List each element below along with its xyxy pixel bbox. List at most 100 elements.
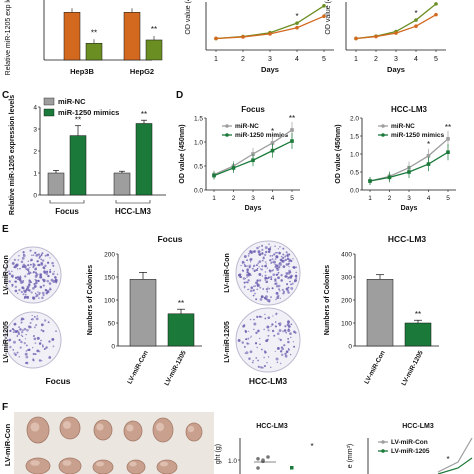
e-focus-1205-colony — [20, 321, 23, 324]
e-focus-con-colony — [17, 258, 20, 261]
e-hcc-1205-colony — [245, 338, 248, 341]
e-hcc-con-colony — [274, 278, 277, 281]
e-hcc-con-colony — [246, 265, 248, 267]
e-hcc-1205-colony — [248, 343, 250, 345]
f-scatter-ytick-label: 1.0 — [228, 458, 237, 465]
e-hcc-con-colony — [258, 260, 262, 264]
e-hcc-con-colony — [278, 264, 280, 266]
e-focus-con-colony — [21, 256, 25, 260]
e-hcc-1205-colony — [259, 343, 261, 346]
f-tumor — [152, 417, 174, 443]
e-focus-1205-colony — [28, 325, 31, 328]
e-bar-hcc-sig: ** — [415, 310, 421, 319]
e-focus-con-colony — [48, 270, 52, 274]
e-focus-con-colony — [37, 253, 40, 256]
b-line-2-point — [434, 12, 438, 17]
e-focus-con-colony — [29, 280, 32, 282]
e-hcc-1205-colony — [267, 316, 271, 320]
d-line-hcc-point — [426, 162, 431, 166]
e-hcc-con-colony — [264, 246, 268, 250]
d-line-focus-legend-marker — [225, 124, 229, 128]
e-hcc-1205-colony — [277, 322, 280, 325]
a-bar-ylabel: Relative miR-1205 exp levels — [5, 0, 12, 75]
f-line-legend-marker — [381, 440, 385, 444]
e-hcc-con-colony — [287, 286, 290, 289]
e-focus-con-colony — [34, 292, 37, 295]
e-bar-focus-ytick-label: 100 — [104, 298, 115, 305]
e-focus-1205-colony — [16, 351, 19, 354]
e-hcc-con-colony — [278, 251, 281, 255]
e-hcc-con-colony — [287, 291, 290, 294]
d-line-focus-ytick-label: 0.5 — [194, 164, 203, 171]
f-tumor — [58, 457, 82, 474]
e-hcc-con-colony — [260, 295, 264, 299]
e-focus-con-colony — [26, 268, 30, 271]
e-focus-con-colony — [43, 280, 46, 283]
e-focus-con-colony — [49, 268, 52, 271]
e-hcc-1205-colony — [280, 353, 284, 357]
f-tumor — [59, 416, 81, 440]
e-hcc-con-colony — [270, 276, 273, 279]
d-line-focus-legend-label: miR-1250 mimics — [235, 132, 288, 139]
d-line-hcc-legend-label: miR-NC — [391, 123, 415, 130]
e-hcc-con-colony — [289, 280, 291, 283]
e-hcc-con-colony — [258, 253, 261, 256]
e-focus-con-colony — [19, 267, 21, 270]
e-hcc-con-colony — [249, 258, 252, 262]
e-hcc-con-colony — [253, 265, 255, 268]
e-focus-con-colony — [14, 280, 18, 283]
f-tumor-highlight — [30, 460, 40, 466]
d-line-focus-point — [251, 158, 255, 163]
d-line-hcc-xtick-label: 2 — [388, 195, 392, 202]
c-legend-label: miR-NC — [58, 97, 86, 106]
e-focus-caption: Focus — [45, 376, 70, 386]
e-hcc-1205-colony — [263, 356, 266, 359]
e-focus-con-colony — [46, 261, 50, 264]
e-hcc-1205-colony — [287, 320, 290, 323]
e-hcc-con-colony — [279, 246, 281, 248]
e-hcc-1205-colony — [278, 329, 282, 332]
e-hcc-con-colony — [265, 288, 269, 291]
e-focus-con-colony — [11, 261, 15, 265]
e-hcc-con-colony — [277, 271, 280, 274]
f-scatter-point-con — [266, 455, 270, 459]
e-hcc-1205-colony — [271, 329, 275, 333]
e-hcc-con-colony — [281, 279, 283, 281]
e-focus-con-colony — [43, 267, 46, 270]
e-focus-con-colony — [54, 276, 57, 279]
f-tumor-highlight — [63, 421, 71, 429]
e-focus-con-colony — [42, 294, 45, 297]
e-bar-hcc-bar — [404, 322, 432, 347]
e-hcc-con-colony — [288, 269, 291, 273]
e-focus-con-colony — [21, 286, 25, 290]
e-hcc-con-colony — [267, 276, 270, 279]
e-hcc-con-colony — [273, 253, 276, 256]
d-line-focus-point — [290, 128, 294, 132]
e-hcc-con-colony — [282, 292, 285, 295]
e-focus-con-colony — [41, 278, 45, 281]
f-tumor-highlight — [160, 461, 168, 467]
e-hcc-con-colony — [259, 298, 263, 301]
e-hcc-1205-colony — [274, 325, 277, 328]
e-focus-1205-colony — [13, 322, 17, 326]
e-focus-con-colony — [44, 264, 47, 268]
e-focus-1205-colony — [25, 361, 29, 365]
d-line-hcc-xtick-label: 5 — [446, 195, 450, 202]
e-hcc-1205-colony — [290, 336, 292, 339]
e-focus-1205-dish — [4, 311, 62, 369]
e-focus-1205-colony — [9, 345, 12, 349]
e-focus-1205-colony — [31, 318, 34, 321]
d-line-hcc-ytick-label: 0.5 — [350, 170, 359, 177]
e-hcc-con-colony — [287, 277, 290, 280]
e-hcc-1205-colony — [249, 350, 253, 354]
c-legend-label: miR-1250 mimics — [58, 108, 119, 117]
d-line-focus-point — [231, 166, 236, 170]
b-line-2-xtick-label: 2 — [374, 56, 378, 63]
a-bar-sig: ** — [151, 25, 157, 34]
f-line-title: HCC-LM3 — [402, 423, 434, 430]
d-line-hcc-xlabel: Days — [401, 205, 418, 212]
b-line-1-point — [241, 35, 245, 39]
e-hcc-con-colony — [264, 279, 267, 281]
e-bar-focus-ytick-label: 150 — [104, 275, 115, 282]
e-hcc-con-colony — [261, 244, 264, 247]
